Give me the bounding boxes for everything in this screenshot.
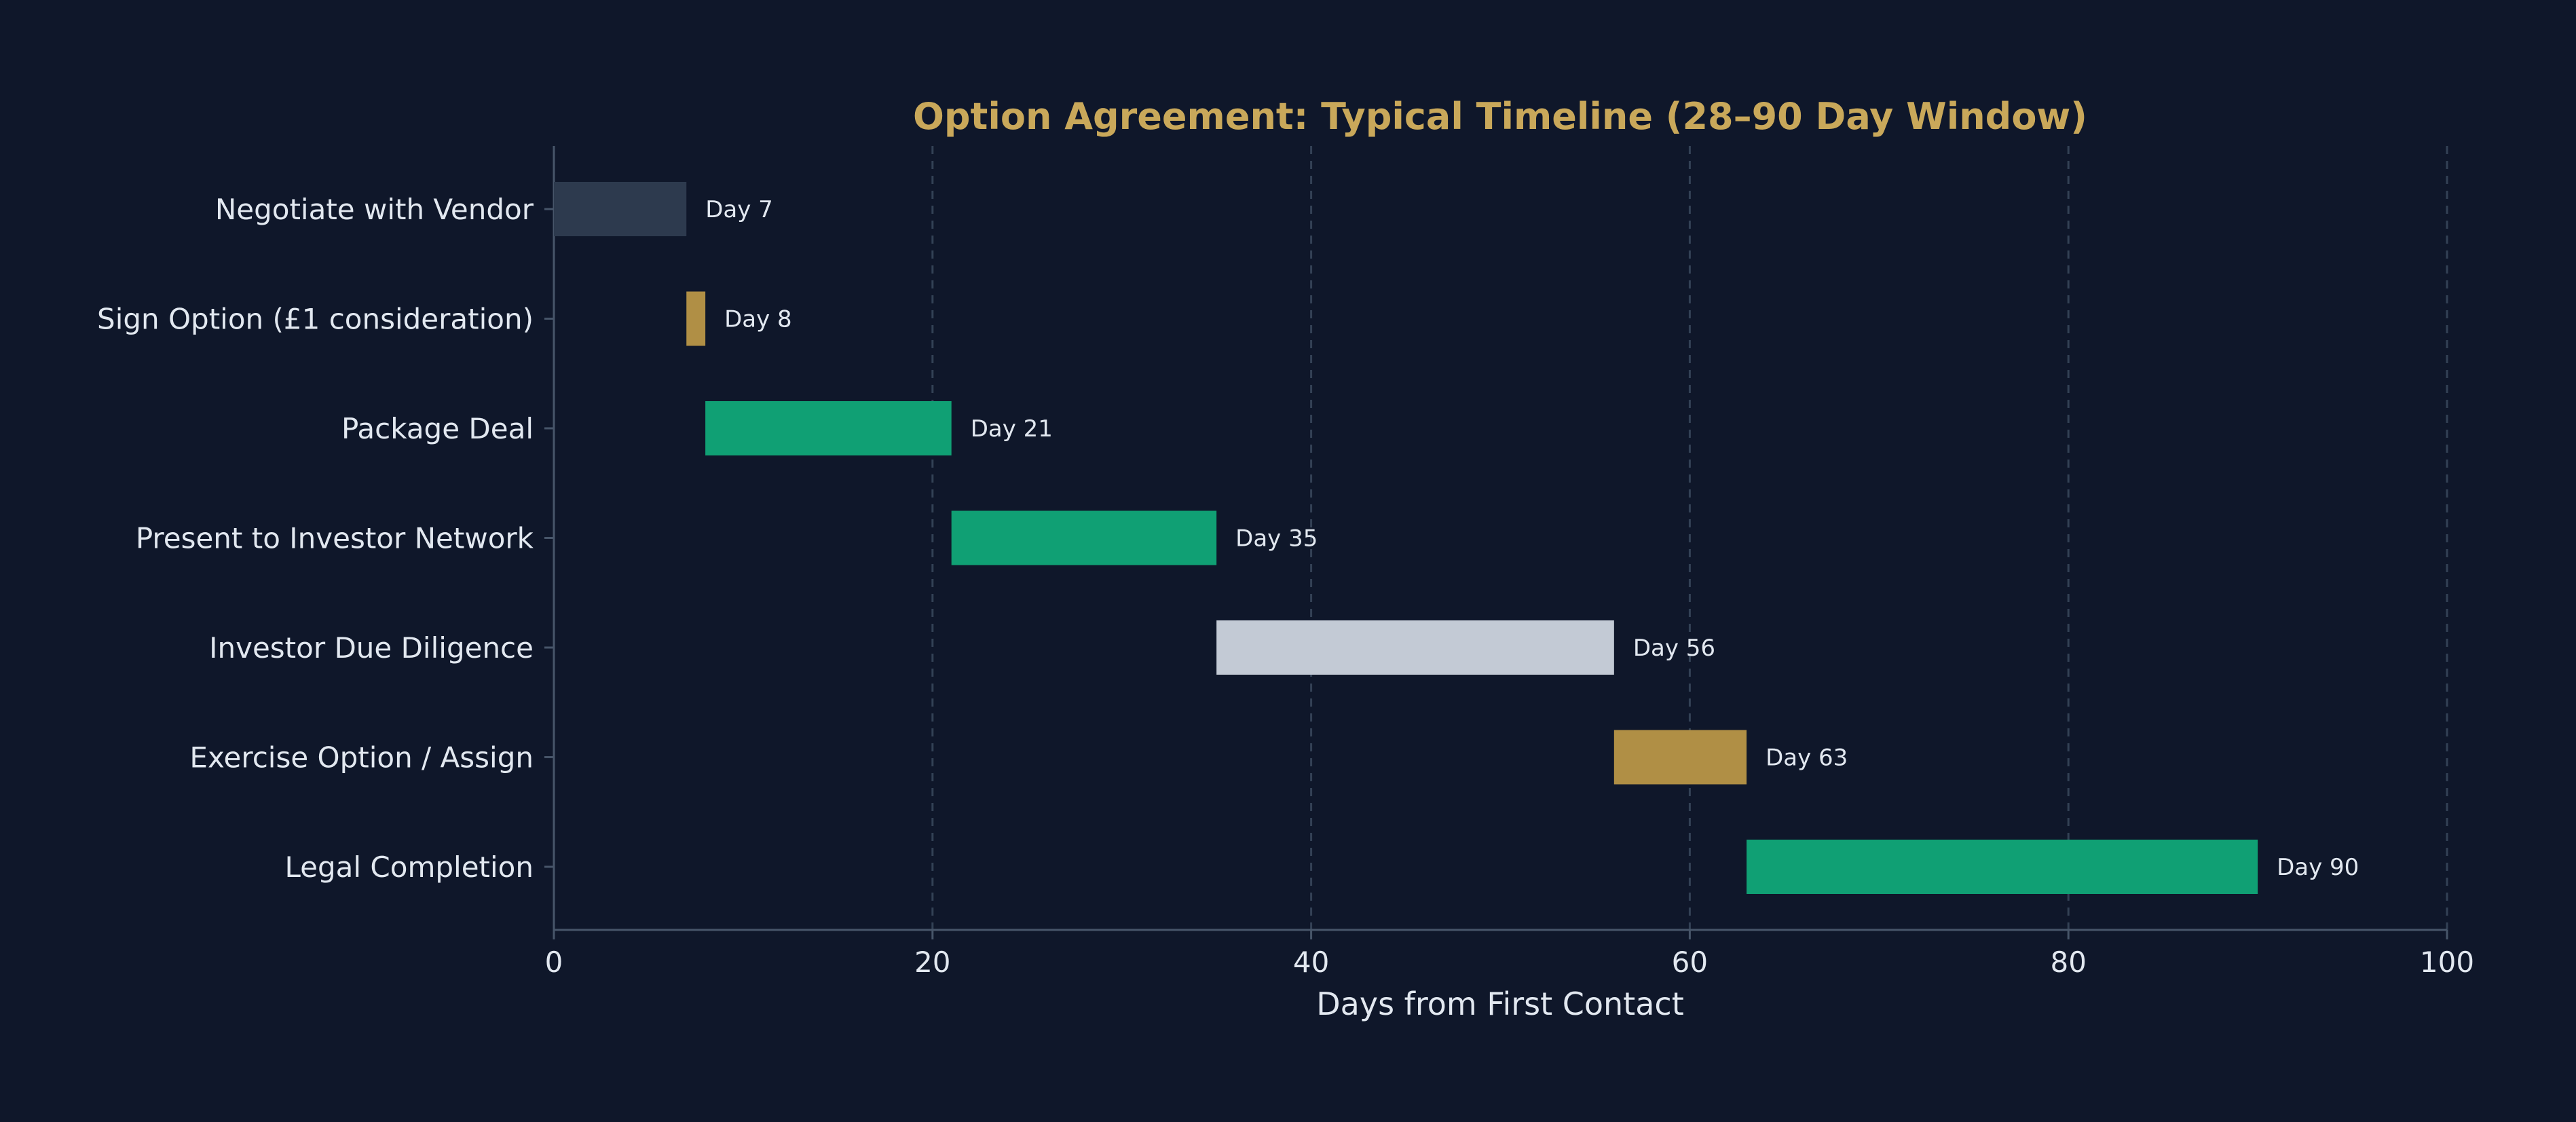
bar [1613,730,1747,785]
x-tick-label: 20 [914,946,950,979]
x-tick-label: 40 [1293,946,1329,979]
bar [1216,620,1614,675]
bar [951,510,1217,565]
chart-title: Option Agreement: Typical Timeline (28–9… [913,95,2087,138]
bar [1747,840,2258,894]
bar-data-label: Day 7 [705,196,773,223]
bars [554,182,2258,894]
category-label: Legal Completion [285,850,534,884]
bar-data-label: Day 35 [1235,525,1318,553]
x-axis-title: Days from First Contact [1316,986,1684,1022]
grid-lines [931,146,2448,930]
category-label: Sign Option (£1 consideration) [97,303,534,336]
category-label: Exercise Option / Assign [189,741,534,774]
bar [705,401,952,455]
x-tick-label: 60 [1672,946,1708,979]
category-label: Package Deal [341,412,534,445]
labels: Negotiate with Vendor Day 7 Sign Option (£… [97,193,2359,884]
category-label: Negotiate with Vendor [215,193,534,226]
x-tick-label: 100 [2420,946,2474,979]
category-label: Investor Due Diligence [209,631,534,665]
x-tick-label: 80 [2050,946,2086,979]
bar-data-label: Day 63 [1766,745,1848,772]
axes: 0 20 40 60 80 100 [544,146,2474,979]
x-tick-label: 0 [545,946,563,979]
bar [554,182,687,236]
bar-data-label: Day 8 [724,306,792,333]
category-label: Present to Investor Network [136,522,534,555]
bar-data-label: Day 56 [1633,635,1715,662]
bar [686,291,706,346]
bar-data-label: Day 21 [971,415,1053,443]
bar-data-label: Day 90 [2277,854,2359,881]
